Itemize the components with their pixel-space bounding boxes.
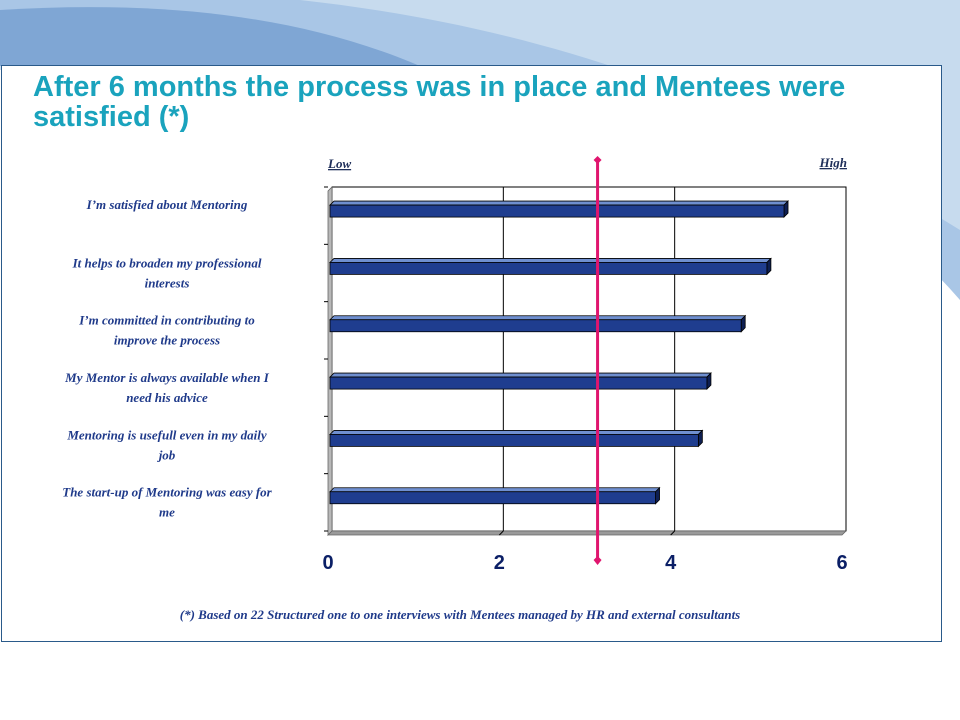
category-label: I’m committed in contributing to [78,313,255,328]
category-label: me [159,505,175,520]
bar [329,204,785,218]
bar-top [329,315,747,321]
plot-left-wall [327,186,333,536]
category-label: need his advice [126,390,208,405]
category-label: job [157,447,176,462]
swoosh-dark [0,7,420,66]
bar [329,434,699,447]
category-label: Mentoring is usefull even in my daily [66,427,267,442]
bar [329,262,768,275]
category-label: The start-up of Mentoring was easy for [62,485,272,500]
reference-line-bottom-cap [593,556,602,565]
bar [329,376,708,390]
bar-top [329,372,712,378]
bar [329,491,656,505]
x-tick-label: 4 [665,552,677,574]
bar-top [329,200,789,206]
category-label: My Mentor is always available when I [64,370,270,385]
category-label: I’m satisfied about Mentoring [86,197,248,212]
plot-area [331,186,847,532]
bar-top [329,258,772,263]
slide-title: After 6 months the process was in place … [33,71,846,133]
bar [329,319,742,333]
x-tick-label: 2 [494,552,505,574]
x-tick-label: 6 [836,552,847,574]
category-label: improve the process [114,333,220,348]
reference-line-top-cap [593,156,602,164]
x-tick-label: 0 [322,552,333,574]
footnote: (*) Based on 22 Structured one to one in… [179,607,741,622]
category-label: It helps to broaden my professional [72,255,262,270]
scale-high-label: High [819,155,847,170]
bar-top [329,430,704,435]
x-gridline-floor [670,530,676,536]
x-gridline-floor [498,530,504,536]
bar-top [329,487,661,493]
category-label: interests [145,275,190,290]
scale-low-label: Low [327,156,351,171]
plot-floor [327,530,847,536]
